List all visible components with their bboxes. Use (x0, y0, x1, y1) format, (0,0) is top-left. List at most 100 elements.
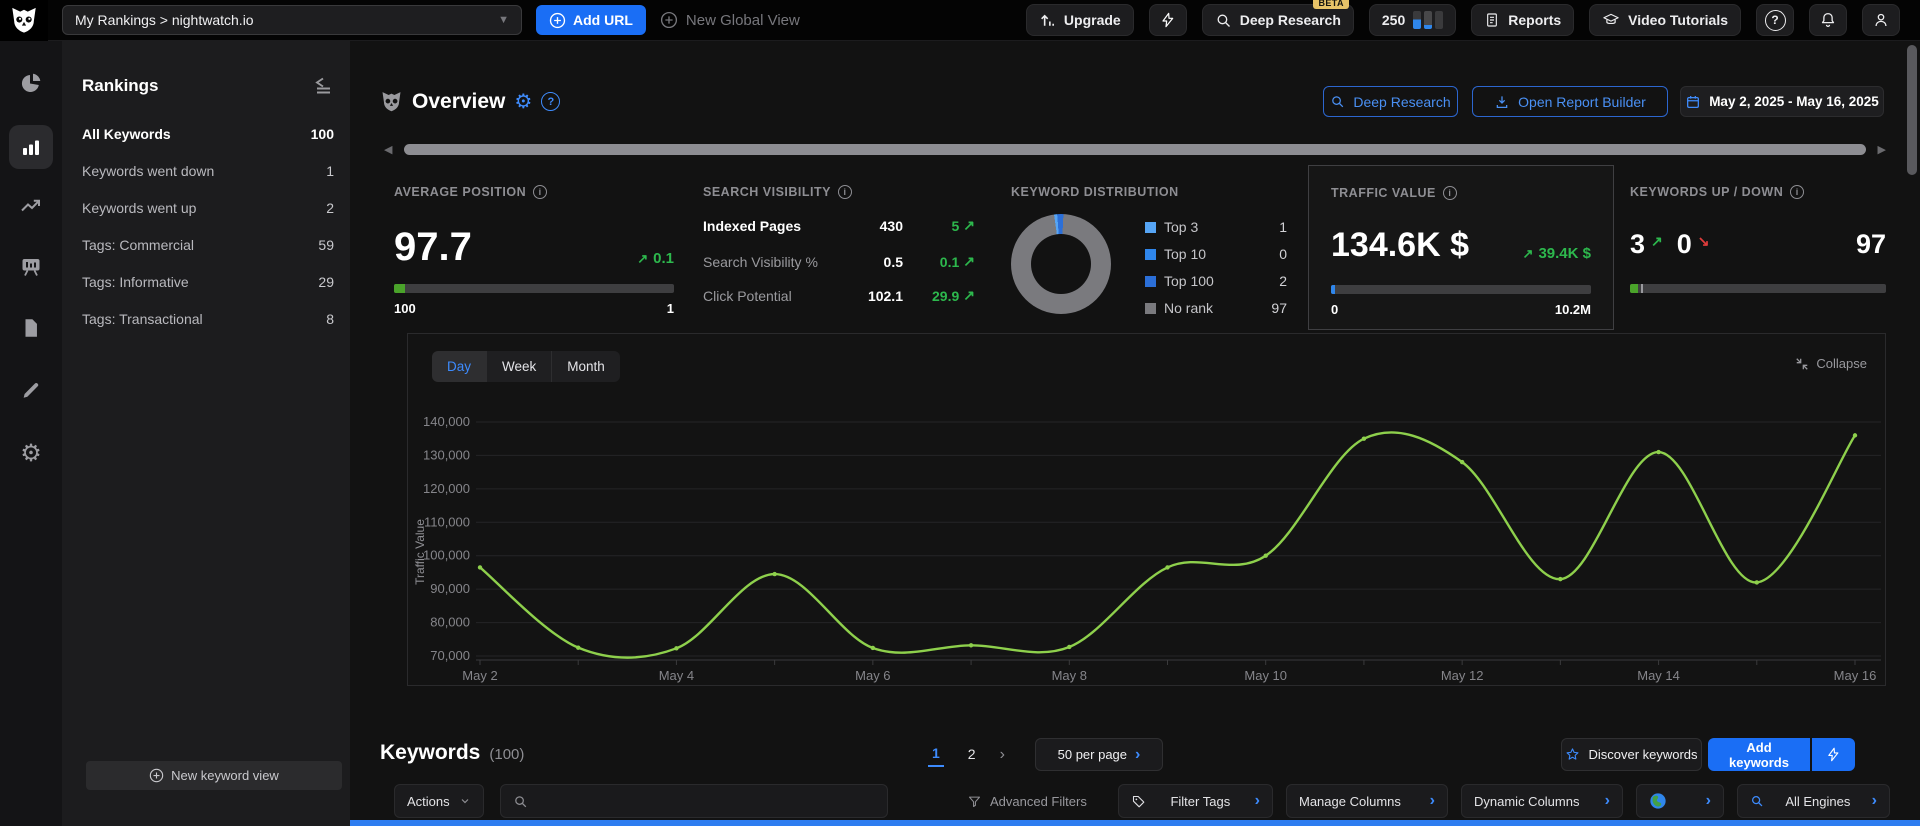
nav-site-audit[interactable] (9, 245, 53, 289)
svg-text:May 8: May 8 (1052, 668, 1087, 683)
keywords-up: 3 ↗ (1630, 229, 1663, 259)
svg-text:70,000: 70,000 (430, 648, 470, 663)
traffic-value-card: TRAFFIC VALUE i 134.6K $ ↗ 39.4K $ 0 10.2M (1308, 165, 1614, 330)
indexed-pages-row: Indexed Pages 430 5 ↗ (703, 217, 975, 234)
add-url-button[interactable]: Add URL (536, 5, 646, 35)
next-page-icon[interactable]: › (999, 746, 1005, 763)
chevron-right-icon: › (1429, 792, 1435, 809)
horizontal-scrollbar-thumb[interactable] (404, 143, 1866, 155)
sidebar-item-tags-informative[interactable]: Tags: Informative 29 (82, 273, 334, 290)
project-selector[interactable]: My Rankings > nightwatch.io ▼ (62, 5, 522, 35)
legend-swatch (1145, 302, 1156, 314)
nav-reports[interactable] (9, 306, 53, 350)
legend-top-10: Top 10 0 (1145, 246, 1287, 262)
keywords-count: (100) (489, 746, 525, 763)
help-button[interactable]: ? (1756, 4, 1794, 36)
arrow-up-right-icon: ↗ (1522, 245, 1534, 261)
new-keyword-view-button[interactable]: New keyword view (86, 761, 342, 790)
sidebar-item-tags-transactional[interactable]: Tags: Transactional 8 (82, 310, 334, 327)
nightwatch-logo[interactable] (0, 0, 48, 41)
nav-trends[interactable] (9, 184, 53, 228)
topbar-right-group: Upgrade BETA Deep Research 250 Reports (1025, 0, 1900, 36)
keyword-distribution-donut-chart (1011, 214, 1111, 314)
add-keywords-button[interactable]: Add keywords (1708, 738, 1810, 771)
pencil-icon (20, 379, 42, 401)
advanced-filters-button[interactable]: Advanced Filters (967, 784, 1087, 818)
project-selector-label: My Rankings > nightwatch.io (75, 12, 254, 28)
tab-week[interactable]: Week (487, 351, 553, 382)
credits-indicator[interactable]: 250 (1368, 4, 1457, 36)
video-tutorials-button[interactable]: Video Tutorials (1589, 4, 1741, 36)
sidebar-item-keywords-went-up[interactable]: Keywords went up 2 (82, 199, 334, 216)
legend-swatch (1145, 221, 1156, 233)
svg-text:Traffic Value: Traffic Value (413, 519, 427, 585)
date-range-picker[interactable]: May 2, 2025 - May 16, 2025 (1680, 86, 1884, 117)
chevron-right-icon: › (1135, 745, 1141, 763)
actions-button[interactable]: Actions (394, 784, 484, 818)
info-icon[interactable]: i (837, 185, 852, 199)
nav-pie-chart[interactable] (9, 61, 53, 105)
collapse-chart-button[interactable]: Collapse (1795, 356, 1867, 371)
all-engines-button[interactable]: All Engines › (1737, 784, 1890, 818)
owl-logo-icon (9, 5, 39, 35)
search-icon (1750, 794, 1764, 808)
quick-actions-bolt-button[interactable] (1148, 4, 1187, 36)
deep-research-button[interactable]: Deep Research (1323, 86, 1458, 117)
sidebar-item-all-keywords[interactable]: All Keywords 100 (82, 125, 334, 142)
search-visibility-row: Search Visibility % 0.5 0.1 ↗ (703, 253, 975, 270)
legend-no-rank: No rank 97 (1145, 300, 1287, 316)
upgrade-button[interactable]: Upgrade (1025, 4, 1134, 36)
svg-text:140,000: 140,000 (423, 414, 470, 429)
info-icon[interactable]: i (1442, 186, 1457, 200)
discover-keywords-button[interactable]: Discover keywords (1561, 738, 1702, 771)
collapse-sidebar-icon[interactable] (312, 75, 334, 97)
svg-text:May 12: May 12 (1441, 668, 1484, 683)
calendar-icon (1685, 94, 1701, 110)
info-icon[interactable]: i (533, 185, 548, 199)
report-document-icon (1484, 12, 1500, 28)
scroll-left-icon[interactable]: ◀ (384, 143, 393, 156)
tab-month[interactable]: Month (552, 351, 620, 382)
credits-bars-icon (1413, 11, 1444, 29)
overview-settings-gear-icon[interactable]: ⚙ (514, 90, 533, 113)
bottom-horizontal-scrollbar[interactable] (350, 820, 1920, 826)
sidebar-item-tags-commercial[interactable]: Tags: Commercial 59 (82, 236, 334, 253)
search-icon (1215, 12, 1232, 29)
locale-selector-button[interactable]: › (1636, 784, 1724, 818)
keywords-search-input[interactable] (537, 793, 875, 809)
scroll-right-icon[interactable]: ▶ (1877, 143, 1886, 156)
new-global-view-button[interactable]: New Global View (660, 11, 800, 29)
filter-tags-button[interactable]: Filter Tags › (1118, 784, 1273, 818)
per-page-select[interactable]: 50 per page › (1035, 738, 1163, 771)
arrow-down-right-icon: ↘ (1697, 233, 1710, 249)
nav-settings[interactable]: ⚙ (9, 432, 53, 476)
page-2[interactable]: 2 (967, 746, 976, 762)
plus-circle-icon (660, 11, 678, 29)
svg-text:90,000: 90,000 (430, 581, 470, 596)
pie-chart-icon (19, 71, 43, 95)
svg-text:May 10: May 10 (1244, 668, 1287, 683)
deep-research-topbar-button[interactable]: BETA Deep Research (1201, 0, 1354, 36)
overview-help-icon[interactable]: ? (541, 92, 561, 111)
nav-rankings[interactable] (9, 125, 53, 169)
add-keywords-bolt-button[interactable] (1812, 738, 1855, 771)
page-1[interactable]: 1 (928, 743, 944, 767)
open-report-builder-button[interactable]: Open Report Builder (1472, 86, 1668, 117)
reports-button[interactable]: Reports (1471, 4, 1575, 36)
chevron-right-icon: › (1871, 792, 1877, 809)
notifications-button[interactable] (1809, 4, 1847, 36)
svg-text:May 2: May 2 (462, 668, 497, 683)
overview-owl-icon (380, 90, 403, 113)
plus-circle-icon (149, 768, 164, 783)
account-button[interactable] (1862, 4, 1900, 36)
nav-notes[interactable] (9, 368, 53, 412)
info-icon[interactable]: i (1790, 185, 1805, 199)
tab-day[interactable]: Day (432, 351, 488, 382)
manage-columns-button[interactable]: Manage Columns › (1286, 784, 1448, 818)
dynamic-columns-button[interactable]: Dynamic Columns › (1461, 784, 1623, 818)
keywords-section-title: Keywords (380, 741, 481, 764)
beta-badge: BETA (1313, 0, 1349, 9)
sidebar-item-keywords-went-down[interactable]: Keywords went down 1 (82, 162, 334, 179)
lightning-icon (1826, 747, 1841, 762)
vertical-scrollbar-thumb[interactable] (1907, 45, 1917, 175)
